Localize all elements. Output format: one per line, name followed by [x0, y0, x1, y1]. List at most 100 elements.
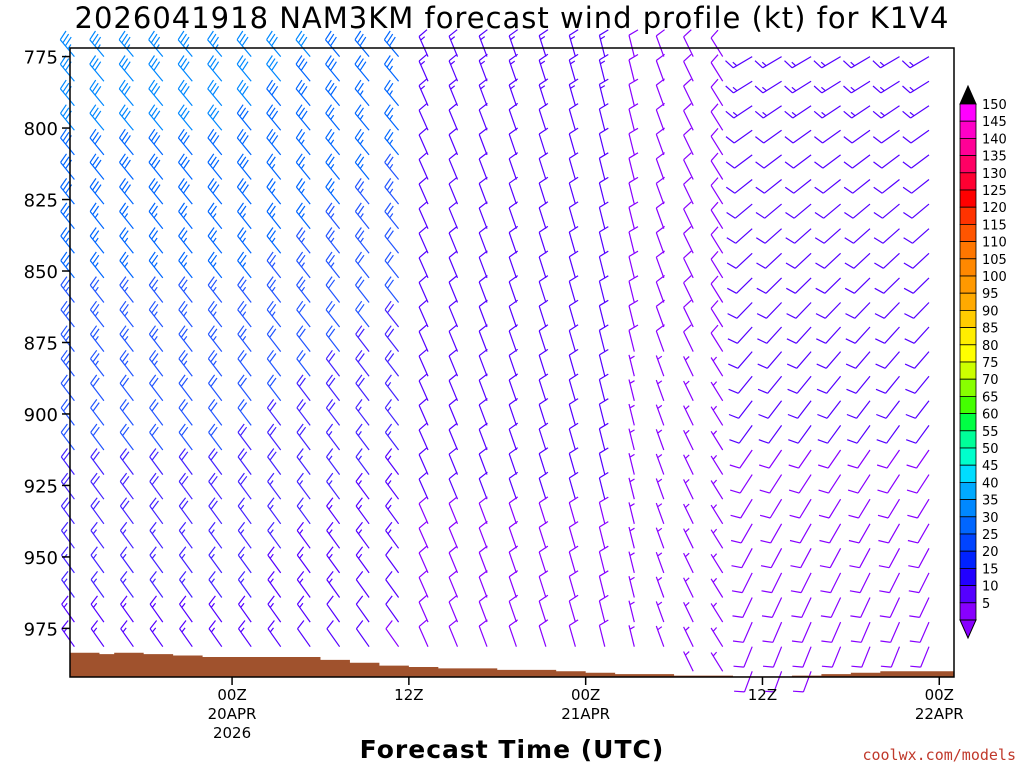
wind-barb — [710, 54, 724, 82]
wind-barb — [354, 202, 370, 230]
wind-barb — [120, 595, 134, 623]
wind-barb — [296, 448, 311, 475]
colorbar-label: 105 — [982, 253, 1007, 268]
wind-barb — [508, 275, 519, 303]
wind-barb — [60, 374, 75, 402]
wind-barb — [568, 29, 579, 57]
wind-barb — [325, 104, 341, 131]
wind-barb — [60, 300, 75, 328]
wind-barb — [655, 625, 665, 647]
y-axis: 775 800 825 850 875 900 925 950 975 — [24, 48, 70, 640]
wind-barb — [90, 349, 105, 377]
wind-barb — [848, 523, 871, 544]
wind-barb — [448, 299, 459, 328]
wind-barb — [448, 250, 459, 279]
wind-barb — [325, 300, 341, 328]
wind-barb — [326, 546, 341, 574]
wind-barb — [628, 176, 639, 205]
colorbar-cell — [959, 516, 977, 535]
wind-barb — [237, 546, 252, 574]
colorbar-cell — [959, 258, 977, 277]
wind-barb — [845, 326, 871, 344]
wind-barb — [236, 79, 252, 107]
colorbar-label: 65 — [982, 390, 999, 405]
x-tick-label: 12Z — [394, 686, 423, 704]
wind-barb — [880, 621, 901, 643]
wind-barb — [178, 300, 193, 328]
wind-barb — [757, 326, 783, 344]
wind-barb — [710, 275, 724, 303]
wind-barb — [326, 497, 341, 525]
wind-barb — [237, 325, 252, 352]
wind-barb — [119, 178, 134, 205]
wind-barb — [725, 56, 753, 69]
wind-barb — [538, 422, 549, 451]
wind-barb — [178, 497, 193, 525]
wind-barb — [628, 29, 639, 57]
wind-barb — [879, 597, 901, 618]
wind-barb — [267, 620, 282, 648]
wind-barb — [508, 373, 519, 401]
x-year-label: 2026 — [213, 724, 251, 742]
wind-barb — [786, 302, 812, 319]
wind-barb — [384, 79, 400, 107]
colorbar-cell — [959, 189, 977, 208]
wind-barb — [875, 326, 900, 344]
wind-barb — [628, 576, 635, 598]
wind-barb — [755, 154, 782, 169]
wind-barb — [149, 620, 164, 648]
wind-barb — [710, 528, 724, 549]
wind-barb — [814, 179, 841, 194]
wind-barb — [508, 201, 519, 229]
wind-barb — [814, 228, 841, 244]
wind-barb — [90, 472, 105, 500]
wind-barb — [710, 356, 724, 377]
wind-barb — [207, 55, 223, 82]
wind-barb — [909, 597, 930, 618]
wind-barb — [238, 620, 252, 648]
wind-barb — [89, 202, 105, 230]
wind-barb — [178, 349, 193, 377]
colorbar-label: 75 — [982, 356, 999, 371]
wind-barb — [207, 79, 223, 107]
wind-barb — [538, 324, 549, 352]
wind-barb — [538, 152, 549, 180]
wind-barb — [60, 128, 75, 156]
wind-barb — [326, 521, 341, 549]
colorbar-label: 70 — [982, 373, 999, 388]
wind-barb — [59, 79, 75, 107]
wind-barb — [819, 523, 842, 544]
colorbar-cell — [959, 155, 977, 174]
wind-barb — [568, 398, 579, 426]
wind-barb — [89, 178, 105, 205]
wind-barb — [904, 302, 930, 319]
wind-barb — [598, 250, 609, 279]
wind-barb — [598, 299, 609, 328]
wind-barb — [725, 179, 753, 194]
wind-barb — [448, 520, 459, 549]
wind-barb — [148, 202, 164, 230]
wind-barb — [237, 300, 252, 328]
wind-barb — [755, 203, 782, 219]
wind-barb — [726, 203, 753, 219]
wind-barb — [60, 227, 75, 254]
wind-barb — [683, 29, 694, 57]
wind-barb — [89, 128, 105, 156]
wind-barb — [89, 251, 105, 279]
wind-barb — [384, 227, 400, 254]
wind-barb — [418, 225, 429, 254]
wind-barbs-layer — [59, 29, 930, 693]
wind-barb — [296, 300, 311, 328]
wind-barb — [325, 227, 341, 254]
wind-barb — [847, 425, 871, 444]
wind-barb — [755, 129, 782, 144]
wind-barb — [903, 203, 930, 219]
wind-barb — [568, 373, 579, 401]
wind-barb — [845, 351, 871, 369]
wind-barb — [683, 201, 694, 229]
wind-barb — [875, 375, 900, 394]
wind-barb — [296, 349, 311, 377]
wind-barb — [384, 399, 400, 426]
wind-barb — [508, 78, 519, 106]
wind-barb — [568, 103, 579, 131]
